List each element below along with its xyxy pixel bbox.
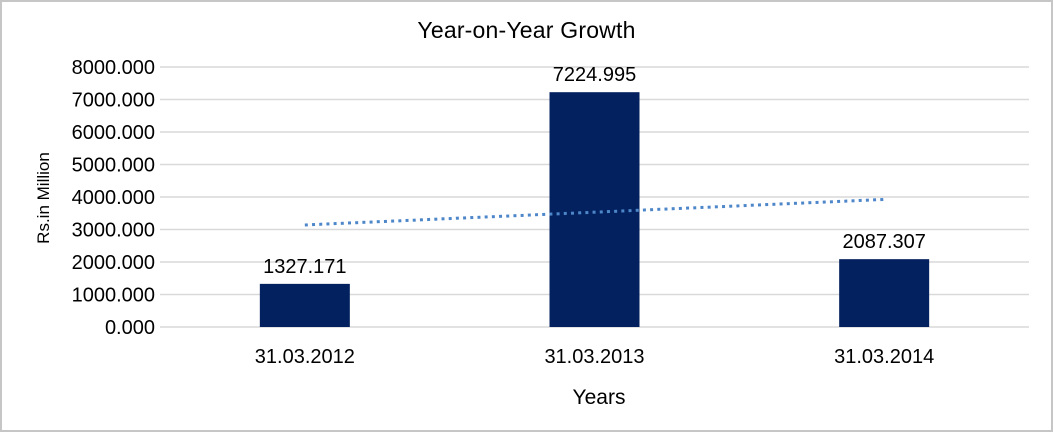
bar [259, 283, 350, 327]
bar-data-label: 2087.307 [842, 231, 925, 253]
bar [839, 259, 930, 327]
y-tick-label: 6000.000 [72, 122, 155, 144]
y-tick-label: 4000.000 [72, 187, 155, 209]
x-category-label: 31.03.2012 [255, 346, 355, 368]
y-tick-label: 1000.000 [72, 285, 155, 307]
trendline [304, 197, 885, 227]
x-category-label: 31.03.2014 [834, 346, 934, 368]
bar-data-label: 1327.171 [263, 256, 346, 278]
y-tick-label: 0.000 [105, 317, 155, 339]
y-tick-label: 8000.000 [72, 57, 155, 79]
chart-title: Year-on-Year Growth [417, 17, 636, 43]
bar [549, 92, 640, 328]
y-tick-label: 7000.000 [72, 90, 155, 112]
x-axis-title: Years [572, 386, 626, 409]
y-tick-label: 3000.000 [72, 220, 155, 242]
y-tick-label: 2000.000 [72, 252, 155, 274]
bar-data-label: 7224.995 [553, 64, 636, 86]
y-tick-label: 5000.000 [72, 155, 155, 177]
x-category-label: 31.03.2013 [544, 346, 644, 368]
